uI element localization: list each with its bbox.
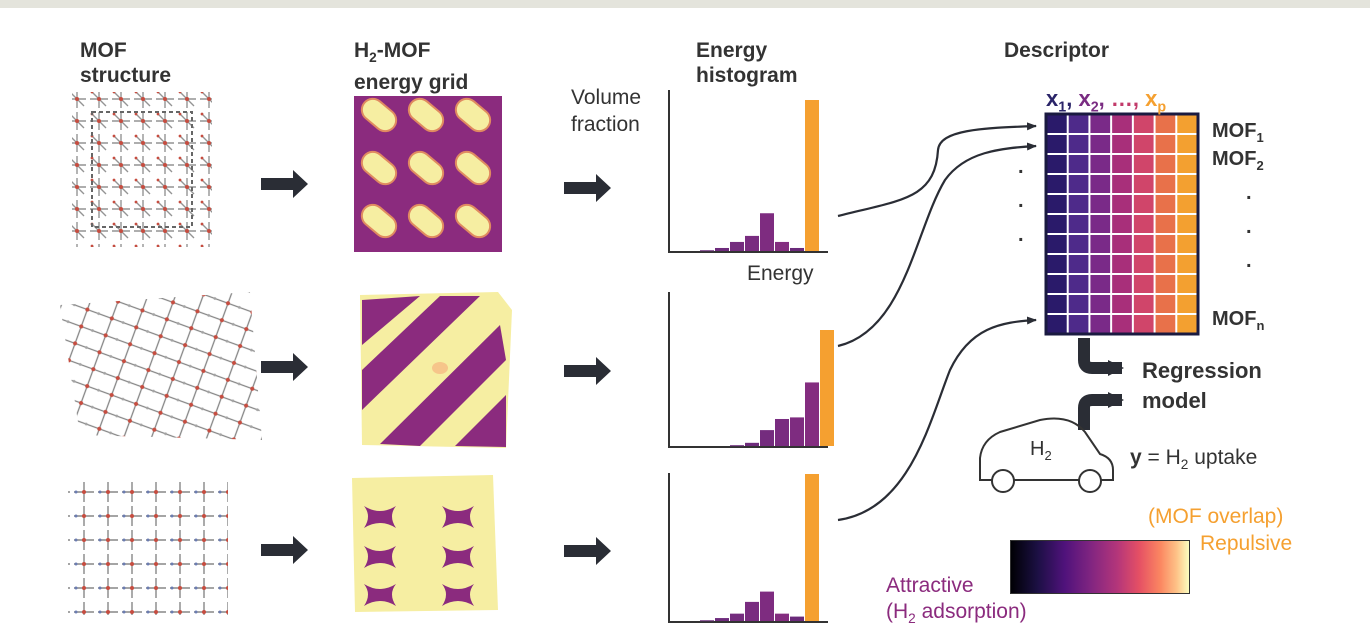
histogram-bar (805, 100, 819, 251)
feature-ellipsis: …, (1110, 86, 1140, 111)
histogram-bar (715, 247, 729, 251)
histogram-1 (700, 100, 819, 252)
target-label: y = H2 uptake (1130, 446, 1258, 473)
colorbar-repulsive-label: Repulsive (1200, 532, 1293, 555)
histogram-bar (700, 250, 714, 252)
histogram-bar (760, 591, 774, 621)
histogram-bar (790, 616, 804, 621)
regression-model-label: Regression model (1142, 358, 1262, 413)
histogram-bar (730, 241, 744, 251)
axis-x-label: Energy (747, 262, 814, 285)
descriptor-column (1132, 114, 1155, 334)
colorbar (1010, 540, 1190, 594)
descriptor-column (1111, 114, 1133, 334)
histogram-bar (715, 618, 729, 621)
histogram-bar (805, 382, 819, 446)
colorbar-adsorption-label: (H2 adsorption) (886, 600, 1027, 627)
mof-structure-3 (68, 480, 228, 615)
descriptor-column (1046, 114, 1068, 334)
row-label-mof2: MOF2 (1212, 148, 1264, 173)
histogram-bar (760, 430, 774, 446)
histogram-bar (775, 241, 789, 251)
histogram-bar (775, 613, 789, 621)
histogram-bar (745, 235, 759, 251)
histogram-bar (820, 330, 834, 446)
row-label-dots: ... (1246, 182, 1252, 272)
histogram-bar (760, 213, 774, 251)
mof-structure-1 (72, 92, 212, 247)
colorbar-top-label: (MOF overlap) (1148, 505, 1284, 528)
header-energy-histogram: Energy histogram (696, 39, 798, 87)
descriptor-column (1176, 114, 1198, 334)
descriptor-matrix (1044, 112, 1200, 336)
arrow-right-icon (261, 353, 308, 381)
row-label-mofn: MOFn (1212, 308, 1265, 333)
energy-grid-2 (360, 292, 512, 448)
histogram-bar (745, 442, 759, 446)
descriptor-column (1154, 114, 1177, 334)
arrow-right-icon (564, 357, 611, 385)
descriptor-column (1067, 114, 1090, 334)
mof-structure-2 (60, 292, 262, 440)
histogram-bar (730, 445, 744, 447)
histogram-axes (668, 90, 828, 623)
regression-arrows (1078, 338, 1124, 430)
arrow-right-icon (564, 174, 611, 202)
feature-xp: xp (1145, 86, 1167, 116)
energy-grid-1 (354, 96, 502, 252)
header-energy-grid: H2-MOF energy grid (354, 39, 469, 95)
descriptor-features: x1, x2, …, xp (1046, 86, 1166, 115)
histogram-bar (730, 613, 744, 621)
energy-grid-3 (352, 475, 498, 612)
row-label-mof1: MOF1 (1212, 120, 1264, 145)
axis-y-label: Volume fraction (571, 86, 642, 136)
row-dots-left: ... (1018, 156, 1024, 246)
feature-x2: x2, (1078, 86, 1105, 116)
descriptor-column (1089, 114, 1112, 334)
arrow-right-icon (261, 170, 308, 198)
histogram-bar (790, 417, 804, 446)
histogram-bar (805, 474, 819, 621)
car-label: H2 (1030, 438, 1052, 463)
feature-x1: x1, (1046, 86, 1073, 116)
histogram-bar (790, 247, 804, 251)
header-mof-structure: MOF structure (80, 39, 172, 87)
histogram-3 (700, 474, 819, 622)
car-icon (979, 417, 1114, 493)
arrow-right-icon (564, 537, 611, 565)
connector-curves (837, 122, 1037, 522)
histogram-bar (745, 601, 759, 621)
histogram-bar (700, 620, 714, 622)
header-descriptor: Descriptor (1004, 39, 1110, 62)
histogram-2 (730, 330, 834, 447)
histogram-bar (775, 418, 789, 446)
block-arrows (261, 170, 611, 565)
top-border (0, 0, 1370, 8)
arrow-right-icon (261, 536, 308, 564)
colorbar-attractive-label: Attractive (886, 574, 974, 597)
